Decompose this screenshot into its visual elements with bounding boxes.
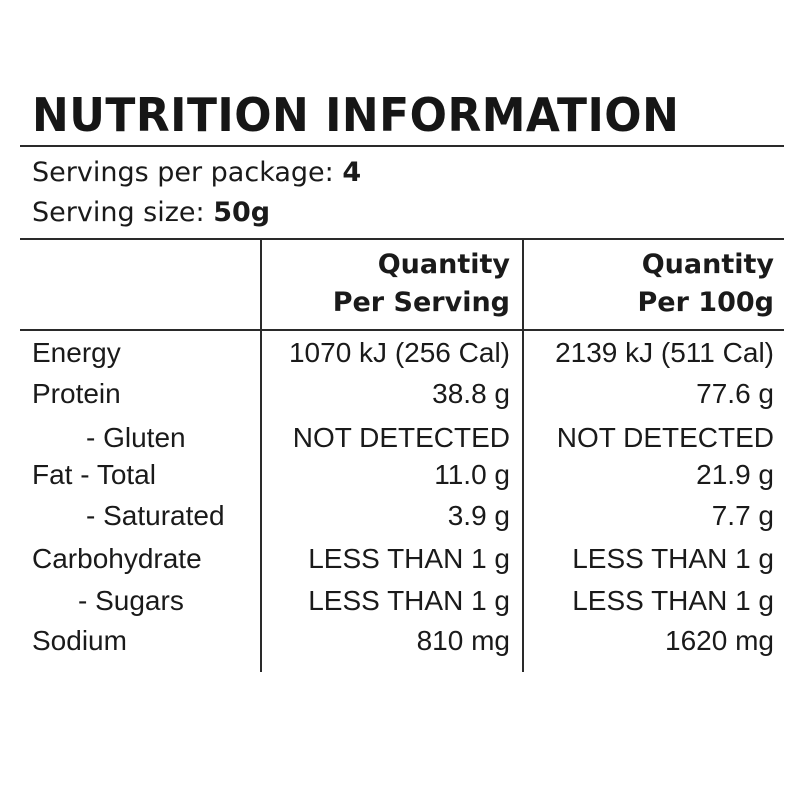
table-row-fat-total: Fat - Total 11.0 g 21.9 g bbox=[0, 459, 800, 499]
row-value-per-serving: LESS THAN 1 g bbox=[308, 543, 510, 574]
servings-per-package-value: 4 bbox=[342, 157, 362, 188]
row-value-per-100g: 2139 kJ (511 Cal) bbox=[555, 337, 774, 368]
row-label: - Saturated bbox=[86, 500, 225, 531]
table-row-carbohydrate: Carbohydrate LESS THAN 1 g LESS THAN 1 g bbox=[0, 543, 800, 583]
row-value-per-100g: LESS THAN 1 g bbox=[572, 585, 774, 616]
row-value-per-serving: 810 mg bbox=[416, 625, 510, 656]
row-value-per-100g: 1620 mg bbox=[665, 625, 774, 656]
column-divider-1 bbox=[260, 240, 262, 672]
serving-size-value: 50g bbox=[213, 197, 271, 228]
table-row-gluten: - Gluten NOT DETECTED NOT DETECTED bbox=[0, 422, 800, 462]
header-divider bbox=[20, 329, 784, 331]
servings-divider bbox=[20, 238, 784, 240]
row-label: Protein bbox=[32, 378, 121, 409]
row-label: Sodium bbox=[32, 625, 127, 656]
servings-per-package: Servings per package: 4 bbox=[32, 157, 361, 188]
table-row-sodium: Sodium 810 mg 1620 mg bbox=[0, 625, 800, 665]
row-value-per-serving: 11.0 g bbox=[434, 459, 510, 490]
column-header-per-serving-line1: Quantity bbox=[377, 249, 510, 280]
column-header-per-100g-line1: Quantity bbox=[641, 249, 774, 280]
panel-title: NUTRITION INFORMATION bbox=[32, 88, 680, 142]
title-divider bbox=[20, 145, 784, 147]
row-label: Fat - Total bbox=[32, 459, 156, 490]
column-header-per-serving: Quantity Per Serving bbox=[270, 246, 510, 322]
table-row-sugars: - Sugars LESS THAN 1 g LESS THAN 1 g bbox=[0, 585, 800, 625]
column-header-per-100g: Quantity Per 100g bbox=[532, 246, 774, 322]
row-label: Carbohydrate bbox=[32, 543, 202, 574]
column-header-per-serving-line2: Per Serving bbox=[332, 287, 510, 318]
row-value-per-100g: LESS THAN 1 g bbox=[572, 543, 774, 574]
row-value-per-100g: 21.9 g bbox=[696, 459, 774, 490]
column-header-per-100g-line2: Per 100g bbox=[637, 287, 774, 318]
row-value-per-serving: LESS THAN 1 g bbox=[308, 585, 510, 616]
row-value-per-100g: 7.7 g bbox=[711, 500, 774, 531]
row-value-per-serving: 1070 kJ (256 Cal) bbox=[288, 337, 510, 368]
row-value-per-serving: 3.9 g bbox=[447, 500, 510, 531]
table-row-protein: Protein 38.8 g 77.6 g bbox=[0, 378, 800, 418]
table-row-energy: Energy 1070 kJ (256 Cal) 2139 kJ (511 Ca… bbox=[0, 337, 800, 377]
row-value-per-100g: NOT DETECTED bbox=[556, 422, 774, 453]
servings-per-package-label: Servings per package: bbox=[32, 157, 334, 188]
row-label: - Gluten bbox=[86, 422, 186, 453]
row-value-per-serving: NOT DETECTED bbox=[292, 422, 510, 453]
column-divider-2 bbox=[522, 240, 524, 672]
table-row-saturated: - Saturated 3.9 g 7.7 g bbox=[0, 500, 800, 540]
row-label: - Sugars bbox=[78, 585, 184, 616]
row-label: Energy bbox=[32, 337, 121, 368]
serving-size: Serving size: 50g bbox=[32, 197, 270, 228]
row-value-per-100g: 77.6 g bbox=[696, 378, 774, 409]
row-value-per-serving: 38.8 g bbox=[432, 378, 510, 409]
serving-size-label: Serving size: bbox=[32, 197, 205, 228]
